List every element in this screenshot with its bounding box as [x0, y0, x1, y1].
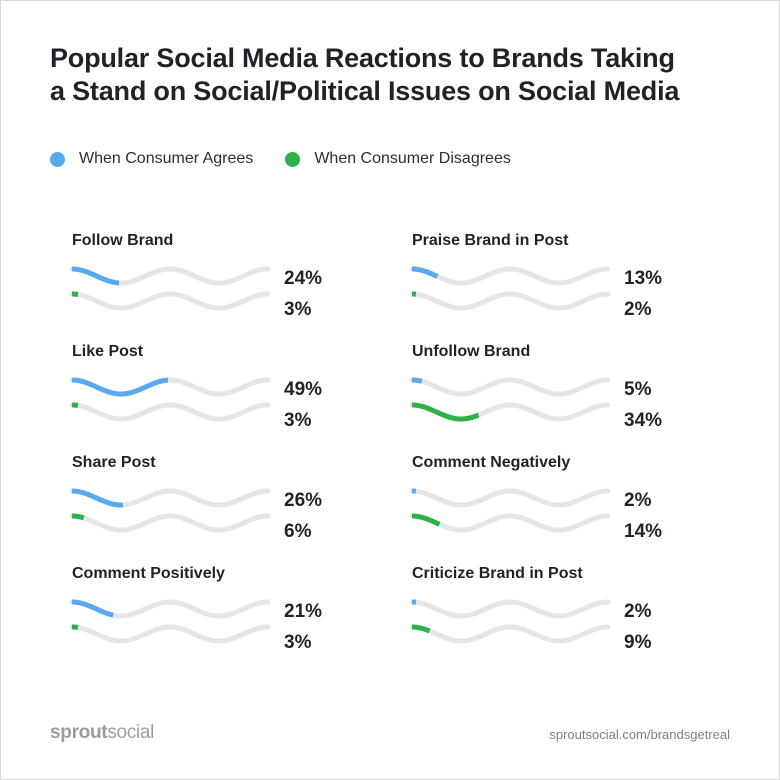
disagree-value-follow-brand: 3%	[284, 299, 312, 320]
agree-like-post-bar	[71, 377, 169, 397]
agree-unfollow-brand-bar	[411, 377, 423, 384]
agree-value-criticize-brand-in-post: 2%	[624, 601, 652, 622]
agree-follow-brand-bar	[71, 266, 120, 286]
disagree-value-comment-negatively: 14%	[624, 521, 663, 542]
chart-title-line-1: Popular Social Media Reactions to Brands…	[50, 43, 675, 73]
legend-item-disagree: When Consumer Disagrees	[285, 150, 511, 168]
logo-part-social: social	[107, 722, 155, 743]
agree-comment-positively-wave	[69, 599, 271, 619]
disagree-follow-brand-track	[69, 291, 271, 311]
category-label-criticize-brand-in-post: Criticize Brand in Post	[412, 565, 583, 582]
disagree-follow-brand-wave	[69, 291, 271, 311]
disagree-comment-negatively-bar	[411, 513, 441, 527]
category-label-share-post: Share Post	[72, 454, 156, 471]
logo-part-sprout: sprout	[50, 722, 108, 743]
legend-label-agree: When Consumer Agrees	[79, 150, 254, 167]
source-url: sproutsocial.com/brandsgetreal	[549, 727, 730, 742]
disagree-comment-positively-track	[69, 624, 271, 644]
disagree-value-like-post: 3%	[284, 410, 312, 431]
agree-dot-icon	[50, 151, 65, 167]
disagree-criticize-brand-in-post-track	[409, 624, 611, 644]
disagree-value-share-post: 6%	[284, 521, 312, 542]
agree-follow-brand-wave	[69, 266, 271, 286]
agree-share-post-bar	[71, 488, 124, 508]
agree-value-unfollow-brand: 5%	[624, 379, 652, 400]
agree-comment-negatively-wave	[409, 488, 611, 508]
legend-item-agree: When Consumer Agrees	[50, 150, 253, 168]
agree-unfollow-brand-wave	[409, 377, 611, 397]
disagree-share-post-wave	[69, 513, 271, 533]
agree-value-follow-brand: 24%	[284, 268, 323, 289]
disagree-share-post-bar	[71, 513, 85, 521]
disagree-value-unfollow-brand: 34%	[624, 410, 663, 431]
disagree-value-comment-positively: 3%	[284, 632, 312, 653]
agree-like-post-wave	[69, 377, 271, 397]
disagree-share-post-track	[69, 513, 271, 533]
agree-value-comment-positively: 21%	[284, 601, 323, 622]
category-label-praise-brand-in-post: Praise Brand in Post	[412, 232, 569, 249]
disagree-comment-negatively-wave	[409, 513, 611, 533]
disagree-like-post-wave	[69, 402, 271, 422]
disagree-praise-brand-in-post-track	[409, 291, 611, 311]
agree-praise-brand-in-post-wave	[409, 266, 611, 286]
category-label-comment-positively: Comment Positively	[72, 565, 225, 582]
category-label-follow-brand: Follow Brand	[72, 232, 174, 249]
agree-praise-brand-in-post-bar	[411, 266, 439, 279]
disagree-value-criticize-brand-in-post: 9%	[624, 632, 652, 653]
agree-praise-brand-in-post-track	[409, 266, 611, 286]
agree-comment-negatively-track	[409, 488, 611, 508]
agree-value-praise-brand-in-post: 13%	[624, 268, 663, 289]
category-label-comment-negatively: Comment Negatively	[412, 454, 571, 471]
disagree-criticize-brand-in-post-bar	[411, 624, 431, 634]
disagree-criticize-brand-in-post-wave	[409, 624, 611, 644]
agree-criticize-brand-in-post-track	[409, 599, 611, 619]
category-label-unfollow-brand: Unfollow Brand	[412, 343, 531, 360]
legend-label-disagree: When Consumer Disagrees	[314, 150, 511, 167]
legend: When Consumer Agrees When Consumer Disag…	[50, 150, 543, 168]
agree-share-post-wave	[69, 488, 271, 508]
agree-unfollow-brand-track	[409, 377, 611, 397]
disagree-unfollow-brand-wave	[409, 402, 611, 422]
agree-value-comment-negatively: 2%	[624, 490, 652, 511]
agree-criticize-brand-in-post-wave	[409, 599, 611, 619]
disagree-like-post-track	[69, 402, 271, 422]
agree-value-share-post: 26%	[284, 490, 323, 511]
chart-title-line-2: a Stand on Social/Political Issues on So…	[50, 76, 680, 106]
disagree-comment-positively-wave	[69, 624, 271, 644]
category-label-like-post: Like Post	[72, 343, 144, 360]
agree-value-like-post: 49%	[284, 379, 323, 400]
agree-comment-positively-bar	[71, 599, 114, 618]
disagree-unfollow-brand-bar	[411, 402, 480, 422]
disagree-dot-icon	[285, 151, 301, 167]
chart-title: Popular Social Media Reactions to Brands…	[50, 42, 740, 108]
sprout-social-logo: sproutsocial	[50, 722, 154, 744]
disagree-value-praise-brand-in-post: 2%	[624, 299, 652, 320]
disagree-comment-negatively-track	[409, 513, 611, 533]
disagree-praise-brand-in-post-wave	[409, 291, 611, 311]
